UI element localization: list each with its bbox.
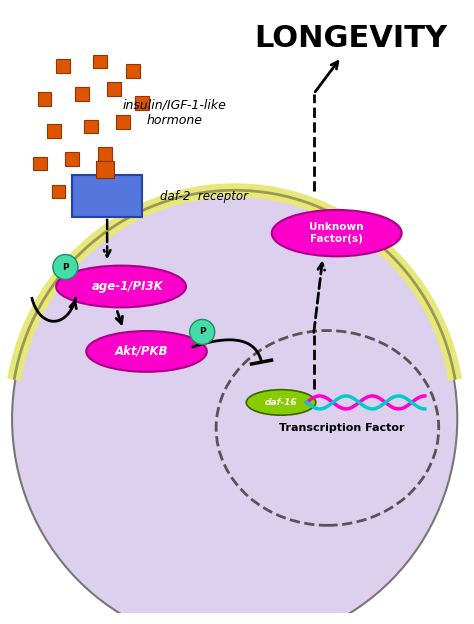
Ellipse shape (86, 331, 207, 372)
Ellipse shape (272, 210, 401, 256)
Text: insulin/IGF-1-like
hormone: insulin/IGF-1-like hormone (122, 99, 226, 127)
Ellipse shape (56, 266, 186, 308)
Text: Transcription Factor: Transcription Factor (279, 423, 404, 433)
Text: daf-16: daf-16 (265, 398, 297, 407)
Text: Unknown
Factor(s): Unknown Factor(s) (310, 222, 364, 244)
Text: age-1/PI3K: age-1/PI3K (92, 280, 164, 293)
Bar (96, 161, 114, 177)
Text: LONGEVITY: LONGEVITY (254, 24, 447, 53)
Text: daf-2  receptor: daf-2 receptor (161, 190, 248, 203)
Text: P: P (199, 328, 206, 336)
Bar (73, 175, 142, 217)
Circle shape (190, 319, 215, 344)
Ellipse shape (246, 389, 316, 415)
Text: Akt/PKB: Akt/PKB (115, 345, 169, 358)
Ellipse shape (12, 192, 457, 624)
Text: P: P (62, 263, 69, 271)
Circle shape (53, 255, 78, 280)
